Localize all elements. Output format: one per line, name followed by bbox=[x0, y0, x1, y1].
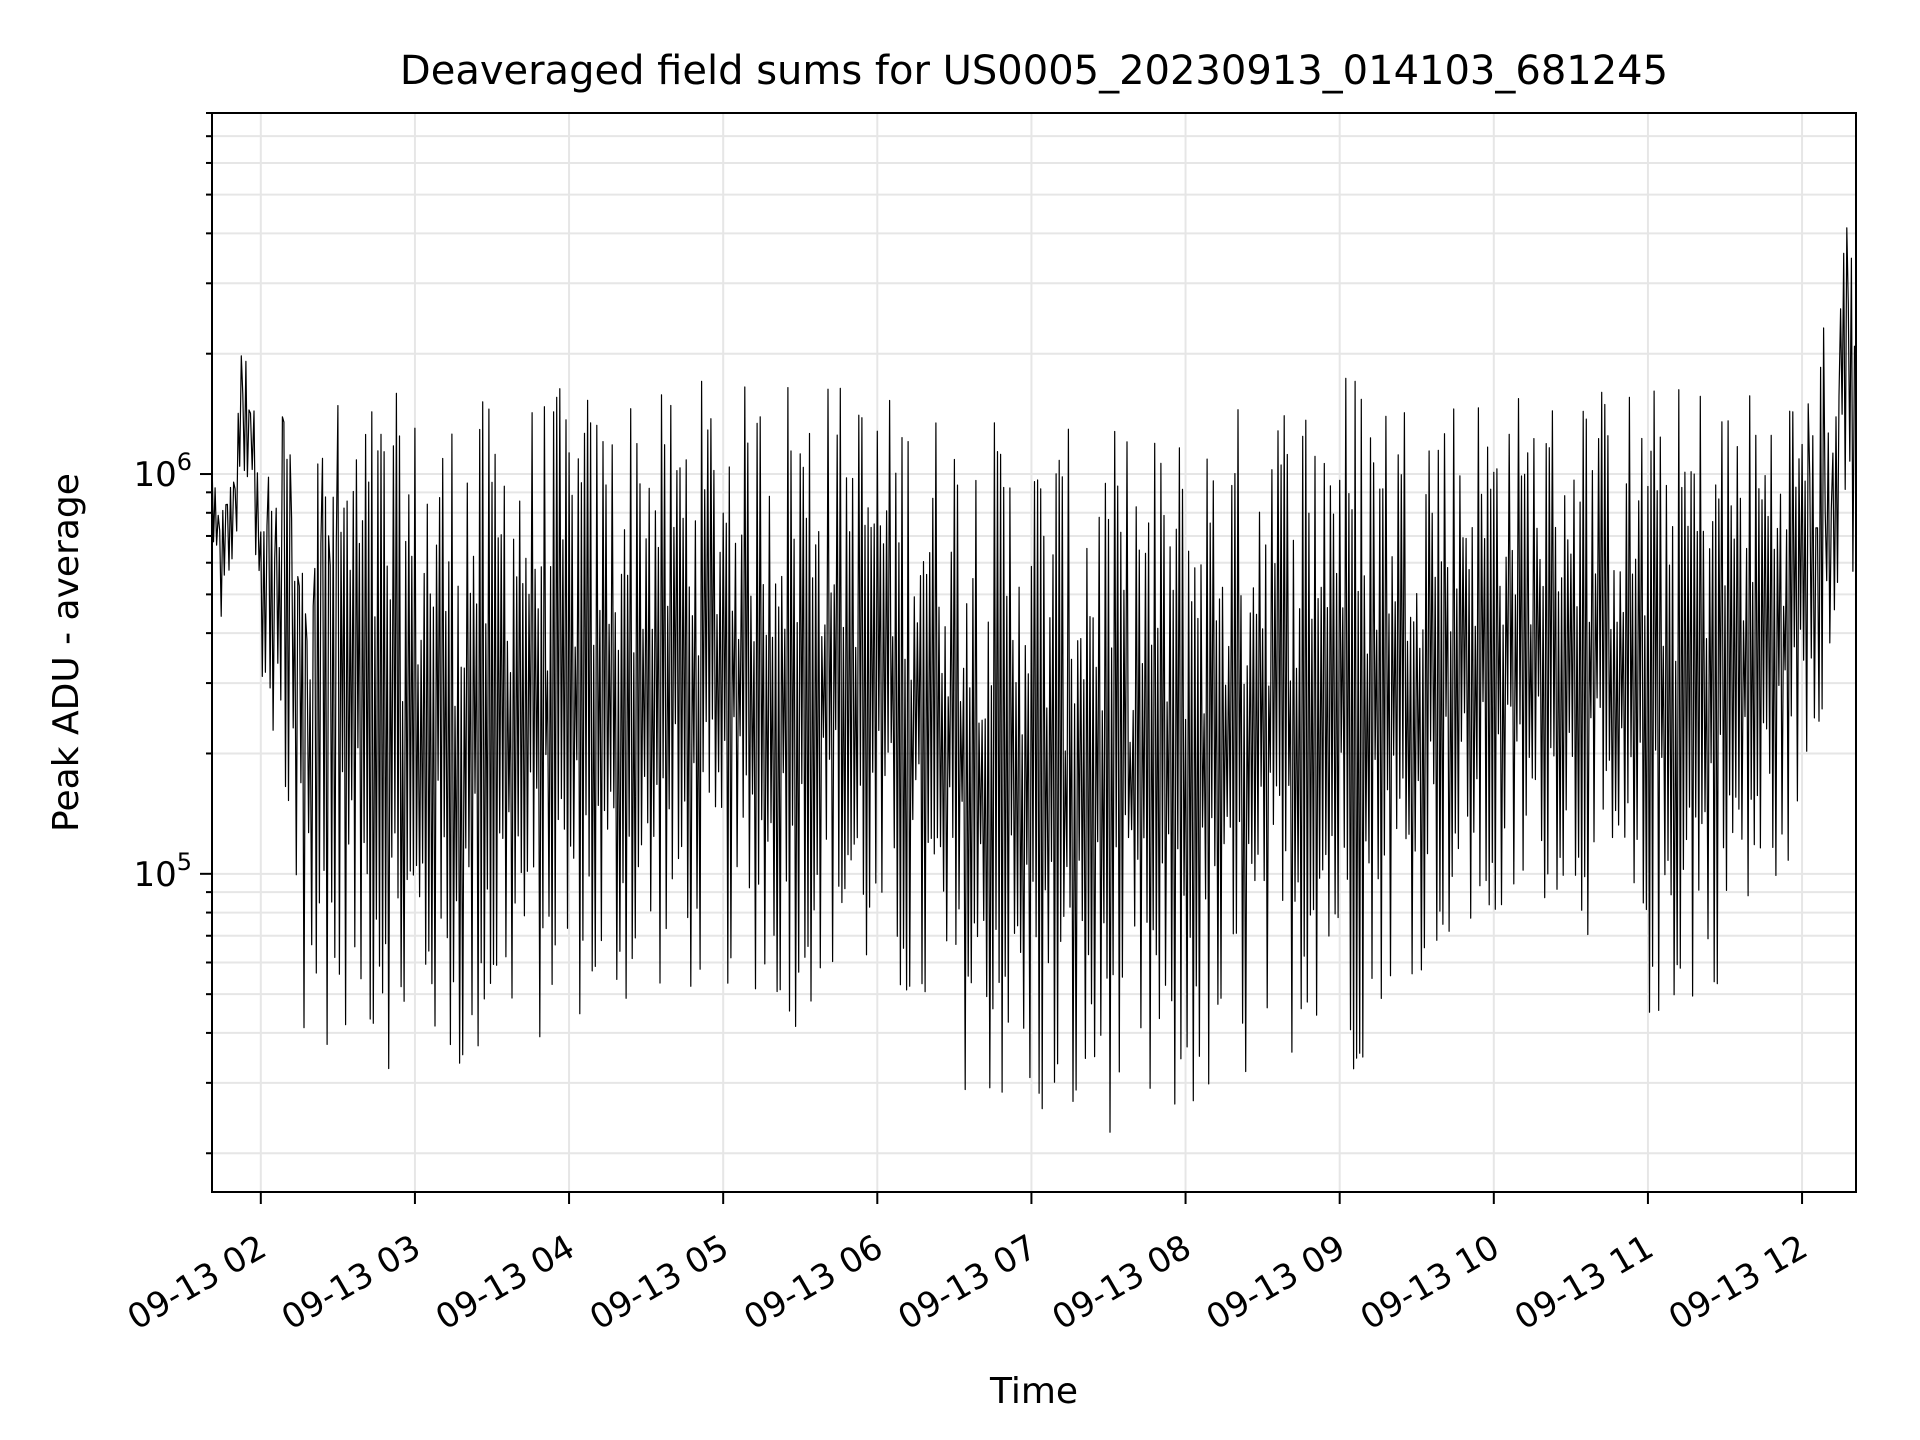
y-tick-label: 105 bbox=[133, 848, 192, 895]
y-axis-label: Peak ADU - average bbox=[46, 473, 87, 832]
data-series bbox=[211, 227, 1857, 1133]
x-axis-label: Time bbox=[989, 1371, 1078, 1412]
y-tick-label: 106 bbox=[133, 448, 192, 495]
chart-title: Deaveraged field sums for US0005_2023091… bbox=[400, 48, 1668, 94]
plot-frame bbox=[211, 112, 1857, 1193]
series-line bbox=[211, 227, 1857, 1133]
